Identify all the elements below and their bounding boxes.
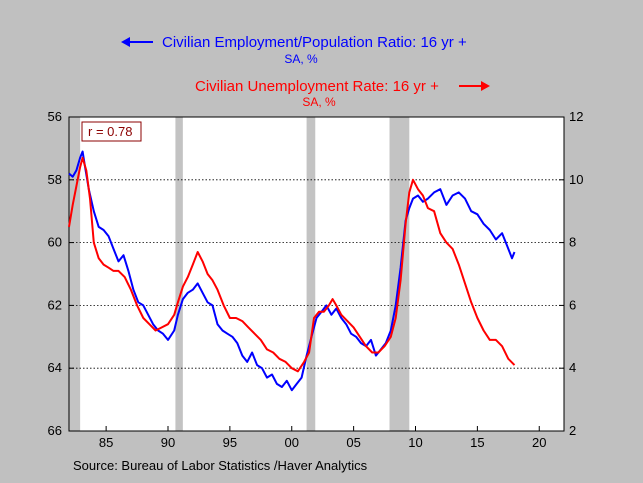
plot-area [69,117,564,431]
legend-right-arrow-icon [459,81,490,91]
left-axis-tick-label: 58 [48,172,62,187]
right-axis-tick-label: 2 [569,423,576,438]
left-axis-tick-label: 64 [48,360,62,375]
correlation-annotation: r = 0.78 [88,124,132,139]
left-axis-tick-label: 56 [48,109,62,124]
left-axis-tick-label: 60 [48,235,62,250]
legend-left-arrow-icon [121,37,153,47]
left-axis-tick-label: 62 [48,297,62,312]
x-axis-tick-label: 85 [99,435,113,450]
legend-left-arrow-head [121,37,130,47]
x-axis-tick-label: 90 [161,435,175,450]
right-axis-tick-label: 8 [569,235,576,250]
legend-right-unit: SA, % [302,95,336,109]
legend-right-label: Civilian Unemployment Rate: 16 yr + [195,78,439,95]
legend-left-label: Civilian Employment/Population Ratio: 16… [162,34,467,51]
x-axis-tick-label: 10 [408,435,422,450]
unemployment-rate-line [68,156,516,373]
x-axis-tick-label: 00 [285,435,299,450]
recession-band-2 [306,117,316,431]
plot-frame [68,116,565,432]
legend-right-arrow-head [481,81,490,91]
x-axis-tick-label: 95 [223,435,237,450]
recession-band-1 [175,117,183,431]
left-axis-tick-label: 66 [48,423,62,438]
recession-band-0 [69,117,81,431]
x-axis-tick-label: 15 [470,435,484,450]
right-axis-tick-label: 12 [569,109,583,124]
x-axis-tick-label: 05 [346,435,360,450]
right-axis-tick-label: 6 [569,297,576,312]
right-axis-tick-label: 4 [569,360,576,375]
x-axis-tick-label: 20 [532,435,546,450]
legend-left-unit: SA, % [284,52,318,66]
employment-ratio-line [68,150,516,392]
right-axis-tick-label: 10 [569,172,583,187]
source-note: Source: Bureau of Labor Statistics /Have… [73,458,368,473]
annotation-box [81,121,142,142]
